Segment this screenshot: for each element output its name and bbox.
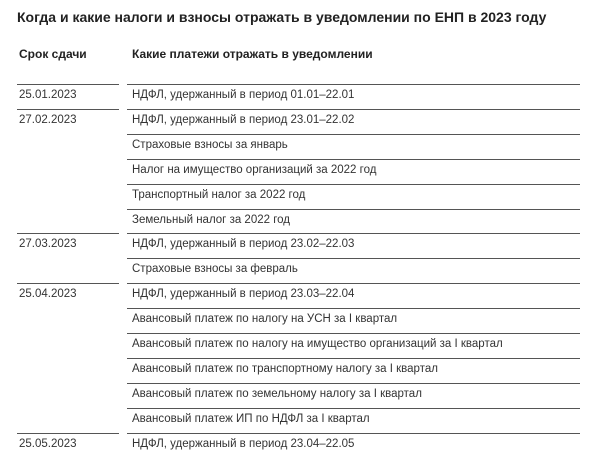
row-separator — [127, 358, 580, 359]
group-separator-date — [17, 84, 119, 85]
date-cell: 25.01.2023 — [19, 89, 77, 101]
date-cell: 25.04.2023 — [19, 288, 77, 300]
row-separator — [127, 184, 580, 185]
payment-cell: НДФЛ, удержанный в период 23.02–22.03 — [132, 238, 355, 250]
group-separator-date — [17, 433, 119, 434]
payment-cell: НДФЛ, удержанный в период 01.01–22.01 — [132, 89, 355, 101]
date-cell: 27.03.2023 — [19, 238, 77, 250]
row-separator — [127, 84, 580, 85]
payment-cell: Страховые взносы за январь — [132, 139, 288, 151]
payment-cell: Налог на имущество организаций за 2022 г… — [132, 164, 377, 176]
group-separator-date — [17, 109, 119, 110]
page-title: Когда и какие налоги и взносы отражать в… — [17, 9, 547, 25]
date-cell: 25.05.2023 — [19, 438, 77, 450]
row-separator — [127, 134, 580, 135]
row-separator — [127, 283, 580, 284]
row-separator — [127, 209, 580, 210]
date-cell: 27.02.2023 — [19, 114, 77, 126]
group-separator-date — [17, 233, 119, 234]
header-payments: Какие платежи отражать в уведомлении — [132, 47, 373, 61]
payment-cell: НДФЛ, удержанный в период 23.01–22.02 — [132, 114, 355, 126]
payment-cell: Авансовый платеж по налогу на имущество … — [132, 338, 503, 350]
row-separator — [127, 333, 580, 334]
row-separator — [127, 233, 580, 234]
row-separator — [127, 383, 580, 384]
row-separator — [127, 109, 580, 110]
payment-cell: НДФЛ, удержанный в период 23.03–22.04 — [132, 288, 355, 300]
row-separator — [127, 258, 580, 259]
row-separator — [127, 308, 580, 309]
row-separator — [127, 408, 580, 409]
group-separator-date — [17, 283, 119, 284]
payment-cell: Страховые взносы за февраль — [132, 263, 298, 275]
row-separator — [127, 159, 580, 160]
payment-cell: Авансовый платеж ИП по НДФЛ за I квартал — [132, 413, 370, 425]
payment-cell: Авансовый платеж по налогу на УСН за I к… — [132, 313, 398, 325]
payment-cell: Транспортный налог за 2022 год — [132, 189, 306, 201]
row-separator — [127, 433, 580, 434]
payment-cell: Земельный налог за 2022 год — [132, 214, 291, 226]
payment-cell: Авансовый платеж по земельному налогу за… — [132, 388, 422, 400]
header-date: Срок сдачи — [19, 47, 87, 61]
payment-cell: Авансовый платеж по транспортному налогу… — [132, 363, 438, 375]
payment-cell: НДФЛ, удержанный в период 23.04–22.05 — [132, 438, 355, 450]
